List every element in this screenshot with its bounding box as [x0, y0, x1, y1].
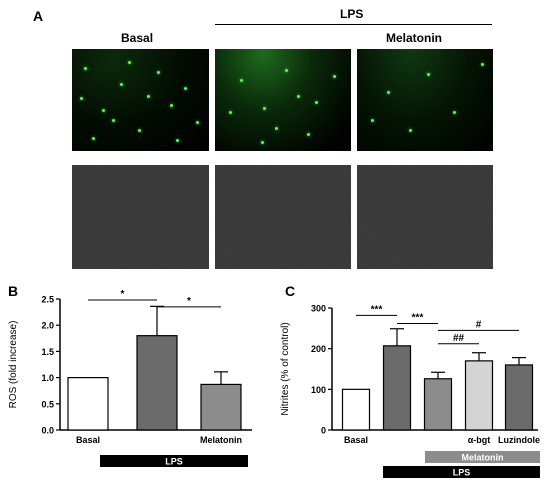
bar	[67, 376, 109, 431]
y-tick-label: 300	[311, 304, 326, 314]
bar	[423, 378, 453, 431]
x-tick-label: α-bgt	[468, 435, 491, 445]
bar	[464, 360, 494, 431]
significance-marker: *	[121, 289, 125, 300]
bar	[136, 335, 178, 431]
treatment-bar	[100, 455, 248, 467]
melatonin-column-label: Melatonin	[386, 31, 442, 45]
lps-header-line	[215, 24, 492, 25]
y-tick-label: 2.0	[41, 321, 54, 331]
treatment-bar-label: LPS	[453, 468, 471, 478]
brightfield-image-melatonin	[357, 165, 493, 269]
treatment-bar	[425, 451, 540, 463]
panel-a-letter: A	[33, 8, 44, 24]
lps-header: LPS	[340, 7, 364, 21]
fluorescence-image-basal	[72, 49, 209, 151]
fluorescence-image-melatonin	[357, 49, 493, 151]
treatment-bar-label: Melatonin	[462, 453, 504, 463]
fluorescence-image-lps	[215, 49, 351, 151]
y-tick-label: 1.0	[41, 373, 54, 383]
significance-marker: #	[476, 319, 482, 330]
chart-c: 0 100 200 300 Nitrites (% of control) Basal α-…	[280, 304, 540, 478]
bar	[200, 383, 242, 431]
treatment-bar-label: LPS	[165, 457, 183, 467]
treatment-bar	[383, 466, 540, 478]
y-tick-label: 200	[311, 344, 326, 354]
chart-b: 0.0 0.5 1.0 1.5 2.0 2.5 ROS (fold increase) Bas…	[8, 289, 252, 467]
y-tick-label: 0.5	[41, 399, 54, 409]
significance-marker: *	[187, 296, 191, 307]
bar	[504, 364, 534, 431]
y-tick-label: 2.5	[41, 295, 54, 305]
x-tick-label: Luzindole	[498, 435, 540, 445]
brightfield-image-basal	[72, 165, 209, 269]
y-tick-label: 0	[321, 426, 326, 436]
significance-marker: ***	[371, 304, 383, 315]
brightfield-image-lps	[215, 165, 351, 269]
significance-marker: ***	[412, 312, 424, 323]
x-tick-label: Basal	[344, 435, 368, 445]
y-tick-label: 1.5	[41, 347, 54, 357]
significance-marker: ##	[453, 333, 465, 344]
panel-c-letter: C	[285, 283, 296, 299]
y-tick-label: 100	[311, 385, 326, 395]
x-tick-label: Melatonin	[200, 435, 242, 445]
x-tick-label: Basal	[76, 435, 100, 445]
basal-column-label: Basal	[121, 31, 154, 45]
panel-b-letter: B	[8, 283, 19, 299]
y-tick-label: 0.0	[41, 426, 54, 436]
bar	[382, 345, 412, 431]
y-axis-title: ROS (fold increase)	[8, 321, 19, 409]
y-axis-title: Nitrites (% of control)	[280, 322, 291, 415]
bar	[341, 388, 371, 431]
